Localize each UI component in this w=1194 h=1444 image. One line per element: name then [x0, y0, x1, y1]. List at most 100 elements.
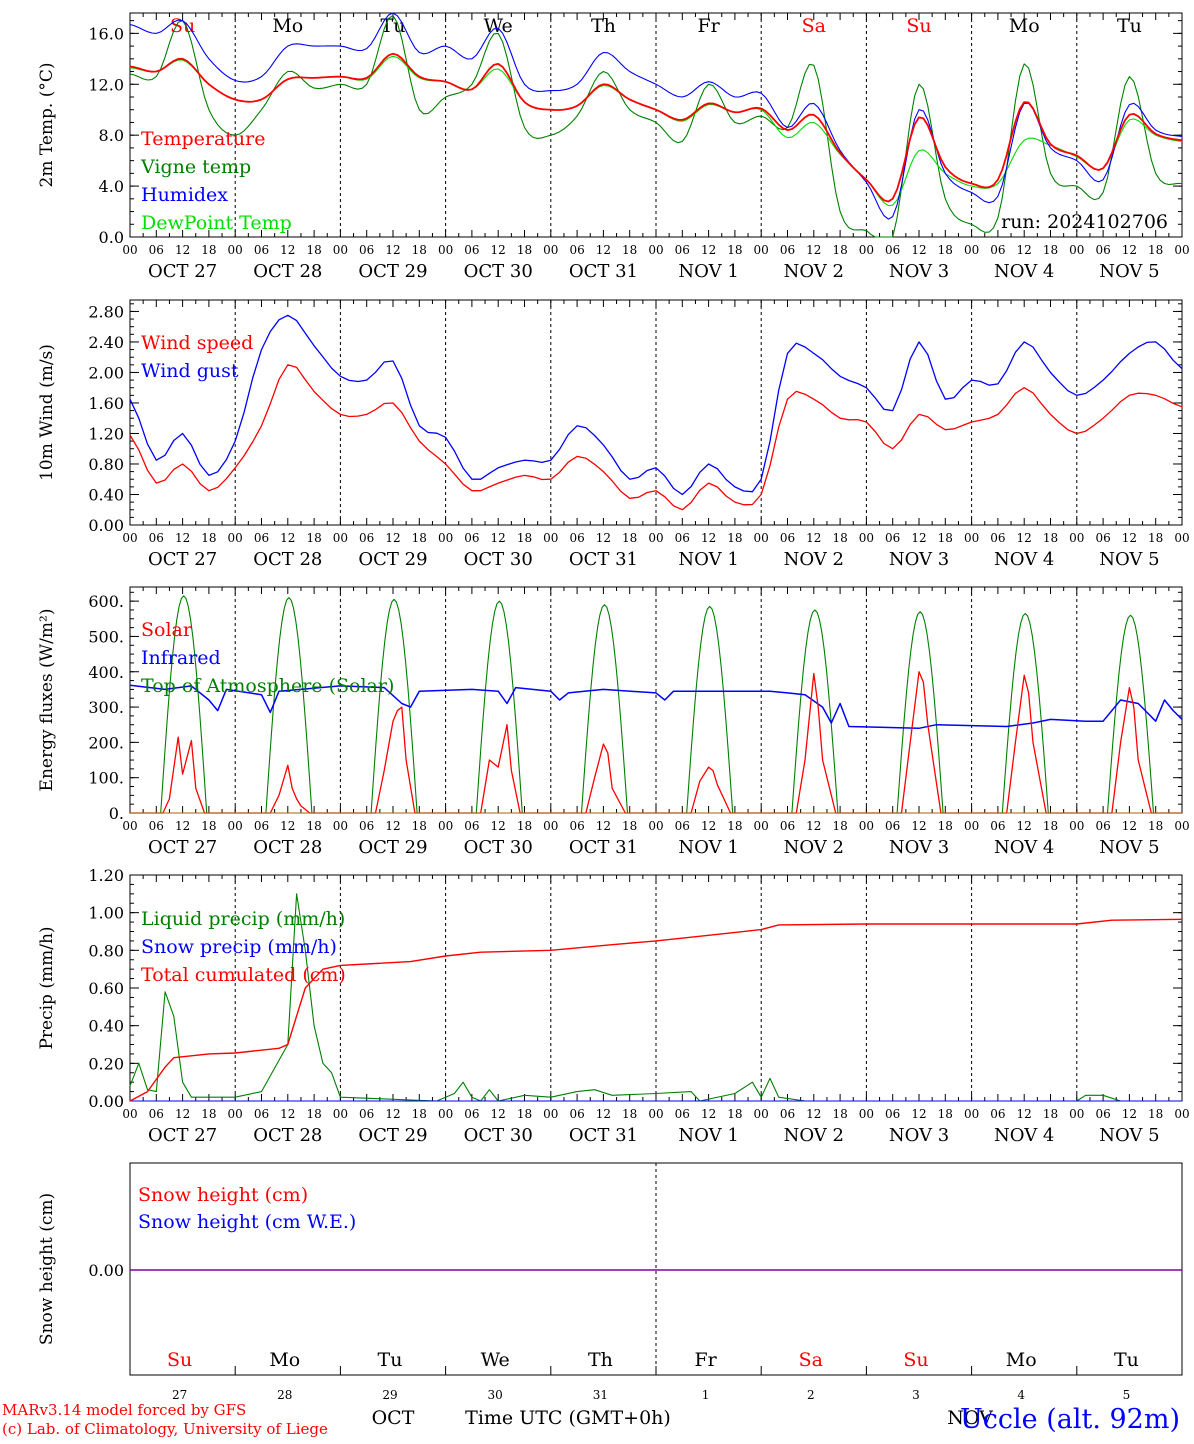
x-hour-label: 06 [1095, 243, 1110, 257]
x-date-label: OCT 29 [358, 549, 427, 570]
x-hour-label: 12 [596, 1107, 611, 1121]
y-tick-label: 200. [88, 733, 124, 752]
x-hour-label: 00 [122, 531, 137, 545]
x-date-label: OCT 28 [253, 261, 322, 282]
x-hour-label: 00 [1174, 1107, 1189, 1121]
x-date-label: OCT 27 [148, 549, 217, 570]
x-date-label: NOV 3 [889, 1125, 949, 1146]
x-hour-label: 00 [1069, 1107, 1084, 1121]
x-hour-label: 12 [596, 531, 611, 545]
x-hour-label: 12 [175, 243, 190, 257]
y-tick-label: 0.40 [88, 485, 124, 504]
series-line-total-cumulated [129, 918, 1183, 1102]
x-date-label: NOV 5 [1099, 1125, 1159, 1146]
month-label-oct: OCT [372, 1407, 415, 1429]
y-tick-label: 100. [88, 769, 124, 788]
x-hour-label: 06 [990, 243, 1005, 257]
y-tick-label: 16.0 [88, 24, 124, 43]
x-hour-label: 00 [228, 243, 243, 257]
y-tick-label: 500. [88, 627, 124, 646]
series-line-solar [130, 671, 1182, 814]
legend-entry: Wind gust [141, 360, 239, 382]
y-tick-label: 0. [109, 804, 124, 823]
x-date-label: NOV 3 [889, 549, 949, 570]
weekday-label: Mo [272, 15, 303, 37]
x-hour-label: 18 [727, 819, 742, 833]
x-hour-label: 00 [228, 1107, 243, 1121]
x-date-label: OCT 30 [464, 549, 533, 570]
x-hour-label: 06 [885, 531, 900, 545]
x-hour-label: 18 [1043, 531, 1058, 545]
weekday-label-bottom: Su [167, 1349, 192, 1371]
x-date-label: OCT 31 [569, 1125, 638, 1146]
day-number: 31 [593, 1388, 608, 1402]
x-hour-label: 06 [675, 1107, 690, 1121]
credit-line-1: MARv3.14 model forced by GFS [2, 1401, 246, 1419]
x-date-label: NOV 5 [1099, 837, 1159, 858]
x-hour-label: 18 [727, 531, 742, 545]
x-hour-label: 18 [622, 1107, 637, 1121]
x-date-label: NOV 2 [784, 261, 844, 282]
x-hour-label: 06 [675, 243, 690, 257]
day-number: 5 [1123, 1388, 1131, 1402]
x-hour-label: 18 [201, 243, 216, 257]
weekday-label: Mo [1009, 15, 1040, 37]
x-hour-label: 12 [1017, 531, 1032, 545]
x-hour-label: 06 [675, 819, 690, 833]
x-hour-label: 00 [1174, 531, 1189, 545]
x-hour-label: 06 [990, 819, 1005, 833]
y-tick-label: 2.80 [88, 302, 124, 321]
x-date-label: OCT 28 [253, 837, 322, 858]
x-hour-label: 18 [1043, 819, 1058, 833]
x-date-label: NOV 1 [678, 549, 738, 570]
x-hour-label: 18 [412, 531, 427, 545]
x-hour-label: 00 [438, 819, 453, 833]
x-hour-label: 12 [596, 819, 611, 833]
month-label-nov: NOV [947, 1407, 993, 1429]
weekday-label: Su [906, 15, 931, 37]
legend-entry: Solar [141, 619, 193, 641]
credit-line-2: (c) Lab. of Climatology, University of L… [2, 1420, 328, 1438]
legend-entry: Snow height (cm W.E.) [138, 1211, 356, 1233]
x-hour-label: 06 [464, 1107, 479, 1121]
y-axis-label: 2m Temp. (°C) [37, 62, 57, 187]
x-hour-label: 12 [175, 531, 190, 545]
x-hour-label: 06 [990, 531, 1005, 545]
x-hour-label: 00 [648, 1107, 663, 1121]
x-date-label: OCT 30 [464, 1125, 533, 1146]
y-axis-label: 10m Wind (m/s) [37, 344, 57, 481]
x-hour-label: 12 [911, 243, 926, 257]
x-hour-label: 18 [201, 1107, 216, 1121]
x-hour-label: 12 [280, 531, 295, 545]
x-date-label: NOV 5 [1099, 261, 1159, 282]
x-hour-label: 06 [464, 243, 479, 257]
y-tick-label: 0.80 [88, 941, 124, 960]
x-date-label: OCT 28 [253, 1125, 322, 1146]
x-hour-label: 06 [359, 819, 374, 833]
x-hour-label: 18 [622, 531, 637, 545]
x-hour-label: 18 [306, 531, 321, 545]
weekday-label: Th [591, 15, 616, 37]
x-hour-label: 12 [1122, 243, 1137, 257]
x-hour-label: 06 [780, 531, 795, 545]
x-date-label: NOV 3 [889, 837, 949, 858]
x-hour-label: 18 [517, 531, 532, 545]
y-tick-label: 0.00 [88, 516, 124, 535]
x-hour-label: 00 [648, 243, 663, 257]
x-hour-label: 12 [1122, 531, 1137, 545]
x-date-label: OCT 29 [358, 1125, 427, 1146]
x-hour-label: 06 [780, 819, 795, 833]
x-hour-label: 18 [832, 243, 847, 257]
legend-entry: Temperature [141, 128, 265, 150]
x-hour-label: 18 [412, 243, 427, 257]
x-hour-label: 00 [438, 243, 453, 257]
x-hour-label: 00 [122, 819, 137, 833]
x-hour-label: 12 [806, 531, 821, 545]
x-date-label: OCT 29 [358, 261, 427, 282]
x-hour-label: 12 [911, 531, 926, 545]
x-date-label: NOV 3 [889, 261, 949, 282]
y-tick-label: 0.00 [88, 1092, 124, 1111]
x-hour-label: 18 [517, 819, 532, 833]
